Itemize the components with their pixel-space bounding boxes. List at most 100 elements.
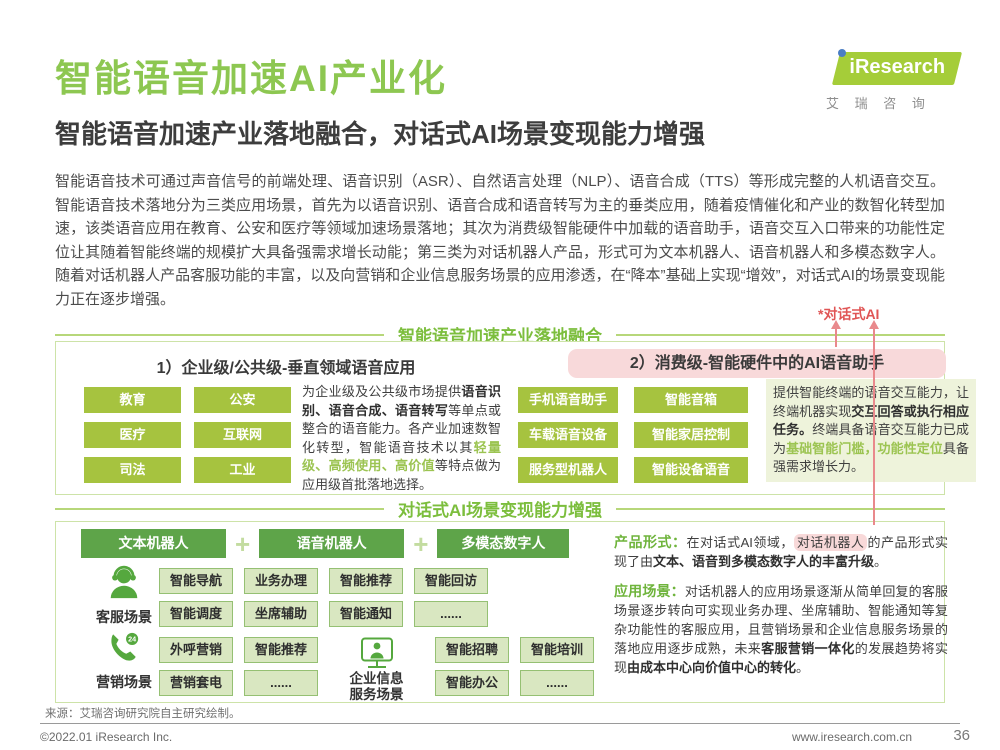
headset-agent-icon <box>110 565 138 599</box>
paragraph-lead: 应用场景： <box>614 583 685 599</box>
scene-chip: 坐席辅助 <box>244 601 318 627</box>
desc-text: 的发展趋势将实现 <box>614 641 948 675</box>
chip-column: 外呼营销 营销套电 <box>159 637 233 703</box>
plus-icon: + <box>413 528 429 559</box>
hardware-tag: 智能家居控制 <box>634 422 748 448</box>
product-button: 文本机器人 <box>81 529 226 558</box>
scene-chip: 业务办理 <box>244 568 318 594</box>
hardware-tag-list: 手机语音助手 智能音箱 车载语音设备 智能家居控制 服务型机器人 智能设备语音 <box>518 387 750 483</box>
section2-title: 对话式AI场景变现能力增强 <box>398 501 602 520</box>
scene-chip: 智能回访 <box>414 568 488 594</box>
product-form-paragraph: 产品形式：在对话式AI领域， 对话机器人 的产品形式实现了由文本、语音到多模态数字人… <box>614 533 948 571</box>
logo-caption: 艾 瑞 咨 询 <box>826 96 931 111</box>
paragraph-lead: 产品形式： <box>614 534 687 550</box>
page-title: 智能语音加速AI产业化 <box>55 58 447 99</box>
section-headline: 智能语音加速产业落地融合，对话式AI场景变现能力增强 <box>55 119 706 149</box>
source-note: 来源：艾瑞咨询研究院自主研究绘制。 <box>45 708 241 720</box>
page-number: 36 <box>953 727 970 744</box>
section2-header: 对话式AI场景变现能力增强 <box>55 496 945 521</box>
scene-chip: 外呼营销 <box>159 637 233 663</box>
enterprise-scene-label: 企业信息 服务场景 <box>329 637 424 703</box>
robot-product-row: 文本机器人 + 语音机器人 + 多模态数字人 <box>81 528 570 559</box>
col1-description: 为企业级及公共级市场提供语音识别、语音合成、语音转写等单点或整合的语音能力。各产… <box>302 383 501 495</box>
desc-green: 轻量级、高频使用、高价值 <box>302 439 501 474</box>
copyright-text: ©2022.01 iResearch Inc. <box>40 730 173 744</box>
dialog-ai-annotation: *对话式AI <box>818 306 880 322</box>
plus-icon: + <box>235 528 251 559</box>
desc-bold: 文本、语音到多模态数字人的丰富升级 <box>653 554 875 569</box>
phone-24-icon: 24 <box>111 631 140 661</box>
vertical-tag: 互联网 <box>194 422 291 448</box>
scene-chip: ...... <box>414 601 488 627</box>
desc-text: 等特点做为应用级首批落地选择。 <box>302 458 501 492</box>
desc-text: 。 <box>796 660 810 675</box>
voice-landing-box: 1）企业级/公共级-垂直领域语音应用 教育 公安 医疗 互联网 司法 工业 为企… <box>55 341 976 495</box>
scene-chip: 智能办公 <box>435 670 509 696</box>
desc-text: 的产品形式实现了由 <box>614 535 948 569</box>
col2-heading: 2）消费级-智能硬件中的AI语音助手 <box>568 349 946 378</box>
desc-bold: 客服营销一体化 <box>761 641 855 656</box>
pink-highlight: 对话机器人 <box>793 534 868 551</box>
arrow-line-long <box>873 329 875 525</box>
logo-band: iResearch <box>831 52 963 85</box>
scene-caption: 企业信息 服务场景 <box>350 671 404 703</box>
enterprise-label-line1: 企业信息 <box>349 671 404 686</box>
arrow-line-short <box>835 329 837 347</box>
scene-chip: 智能培训 <box>520 637 594 663</box>
website-link[interactable]: www.iresearch.com.cn <box>791 730 912 744</box>
scene-chip: 智能推荐 <box>329 568 403 594</box>
enterprise-label-line2: 服务场景 <box>349 687 404 702</box>
logo-dot-icon <box>838 49 846 57</box>
chip-column: 智能招聘 智能办公 <box>435 637 509 703</box>
product-button: 语音机器人 <box>259 529 405 558</box>
monitor-person-icon <box>360 637 393 668</box>
divider-line <box>55 333 384 336</box>
divider-line <box>55 507 384 510</box>
scene-chip: 智能调度 <box>159 601 233 627</box>
chip-column: 智能推荐 ...... <box>244 637 318 703</box>
desc-bold: 语音识别、语音合成、语音转写 <box>302 384 501 418</box>
vertical-tag: 司法 <box>84 457 181 483</box>
desc-green: 基础智能门槛，功能性定位 <box>786 440 943 456</box>
hardware-tag: 服务型机器人 <box>518 457 618 483</box>
scene-caption: 客服场景 <box>96 609 152 625</box>
desc-text: 具备强需求增长力。 <box>773 440 969 475</box>
scene-chip: ...... <box>244 670 318 696</box>
marketing-chip-area: 外呼营销 营销套电 智能推荐 ...... 企业信息 服务场景 <box>159 637 594 703</box>
dialog-ai-box: 文本机器人 + 语音机器人 + 多模态数字人 客服场景 智能导航 业务办理 智能… <box>55 521 948 703</box>
desc-bold: 由成本中心向价值中心的转化 <box>627 660 797 675</box>
desc-text: 为企业级及公共级市场提供 <box>302 384 462 399</box>
vertical-tag: 公安 <box>194 387 291 413</box>
service-scene-label: 客服场景 <box>78 562 170 627</box>
marketing-scene-label: 24 营销场景 <box>78 629 170 692</box>
product-button: 多模态数字人 <box>437 529 570 558</box>
badge-24-text: 24 <box>128 634 136 643</box>
footer-divider <box>40 723 960 724</box>
divider-line <box>616 507 945 510</box>
service-chip-grid: 智能导航 业务办理 智能推荐 智能回访 智能调度 坐席辅助 智能通知 .....… <box>159 568 488 627</box>
desc-text: 终端具备语音交互能力已成为 <box>773 422 969 456</box>
scene-chip: ...... <box>520 670 594 696</box>
vertical-tag: 医疗 <box>84 422 181 448</box>
scene-chip: 智能招聘 <box>435 637 509 663</box>
logo-brand-text: iResearch <box>849 56 946 78</box>
scene-chip: 智能推荐 <box>244 637 318 663</box>
scene-chip: 营销套电 <box>159 670 233 696</box>
col1-heading: 1）企业级/公共级-垂直领域语音应用 <box>156 360 416 377</box>
scene-chip: 智能通知 <box>329 601 403 627</box>
desc-text: 在对话式AI领域， <box>686 535 794 550</box>
arrow-up-icon <box>869 320 879 329</box>
vertical-tag: 教育 <box>84 387 181 413</box>
desc-text: 提供智能终端的语音交互能力，让终端机器实现 <box>773 385 969 419</box>
col2-description: 提供智能终端的语音交互能力，让终端机器实现交互回答或执行相应任务。终端具备语音交… <box>766 379 976 482</box>
desc-text: 对话机器人的应用场景逐渐从简单回复的客服场景逐步转向可实现业务办理、坐席辅助、智… <box>614 584 948 656</box>
hardware-tag: 手机语音助手 <box>518 387 618 413</box>
vertical-tag: 工业 <box>194 457 291 483</box>
desc-text: 。 <box>874 554 888 569</box>
scene-caption: 营销场景 <box>96 674 152 690</box>
app-scene-paragraph: 应用场景：对话机器人的应用场景逐渐从简单回复的客服场景逐步转向可实现业务办理、坐… <box>614 582 948 677</box>
hardware-tag: 车载语音设备 <box>518 422 618 448</box>
scene-chip: 智能导航 <box>159 568 233 594</box>
intro-paragraph: 智能语音技术可通过声音信号的前端处理、语音识别（ASR）、自然语言处理（NLP）… <box>55 173 945 308</box>
